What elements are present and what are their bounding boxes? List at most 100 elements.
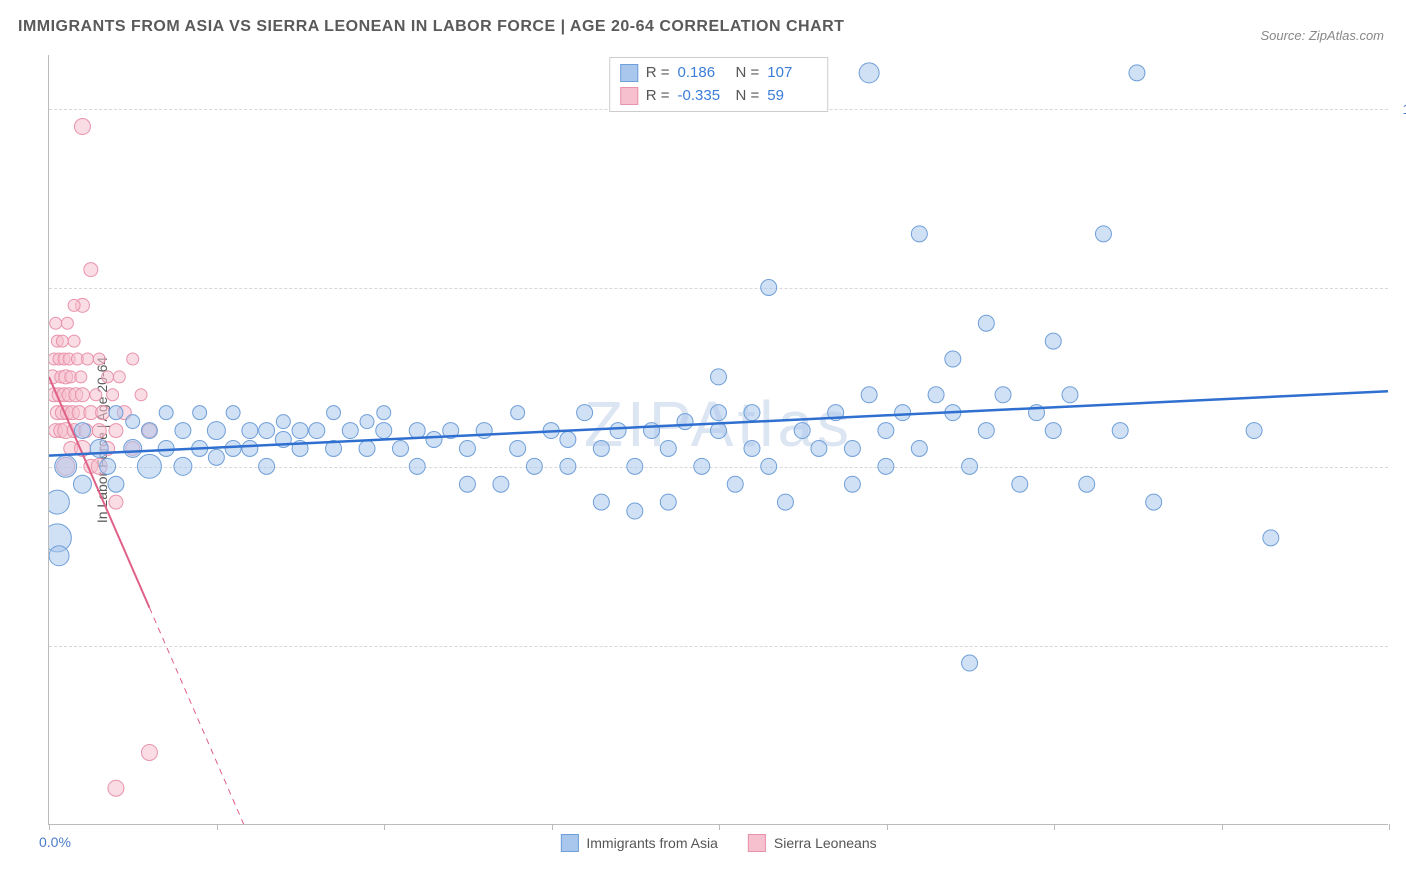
scatter-point xyxy=(878,423,894,439)
stats-swatch-pink xyxy=(620,87,638,105)
scatter-point xyxy=(794,423,810,439)
x-tick xyxy=(1222,824,1223,830)
scatter-point xyxy=(844,440,860,456)
scatter-point xyxy=(137,454,161,478)
scatter-point xyxy=(1129,65,1145,81)
legend-swatch-pink xyxy=(748,834,766,852)
scatter-point xyxy=(359,440,375,456)
scatter-point xyxy=(1246,423,1262,439)
scatter-point xyxy=(141,744,157,760)
scatter-point xyxy=(744,405,760,421)
y-tick-label: 80.0% xyxy=(1395,459,1406,475)
scatter-point xyxy=(995,387,1011,403)
legend-label-pink: Sierra Leoneans xyxy=(774,835,877,851)
scatter-point xyxy=(107,389,119,401)
scatter-point xyxy=(844,476,860,492)
scatter-point xyxy=(376,423,392,439)
scatter-point xyxy=(113,371,125,383)
scatter-point xyxy=(526,458,542,474)
x-tick xyxy=(552,824,553,830)
scatter-point xyxy=(109,406,123,420)
stats-swatch-blue xyxy=(620,64,638,82)
scatter-point xyxy=(928,387,944,403)
stats-box: R = 0.186 N = 107 R = -0.335 N = 59 xyxy=(609,57,829,112)
scatter-point xyxy=(124,439,142,457)
scatter-point xyxy=(50,317,62,329)
scatter-point xyxy=(1062,387,1078,403)
scatter-point xyxy=(61,317,73,329)
legend-label-blue: Immigrants from Asia xyxy=(586,835,717,851)
scatter-point xyxy=(1095,226,1111,242)
scatter-point xyxy=(978,315,994,331)
legend-item-blue: Immigrants from Asia xyxy=(560,834,717,852)
scatter-svg xyxy=(49,55,1388,824)
x-tick xyxy=(49,824,50,830)
source-label: Source: ZipAtlas.com xyxy=(1260,28,1384,43)
stats-n-blue: 107 xyxy=(767,62,817,85)
scatter-point xyxy=(560,432,576,448)
stats-n-label: N = xyxy=(736,62,760,85)
scatter-point xyxy=(459,440,475,456)
scatter-point xyxy=(242,423,258,439)
scatter-point xyxy=(242,440,258,456)
scatter-point xyxy=(108,780,124,796)
chart-title: IMMIGRANTS FROM ASIA VS SIERRA LEONEAN I… xyxy=(18,18,844,36)
scatter-point xyxy=(511,406,525,420)
plot-area: In Labor Force | Age 20-64 ZIPAtlas 0.0%… xyxy=(48,55,1388,825)
scatter-point xyxy=(392,440,408,456)
stats-row-blue: R = 0.186 N = 107 xyxy=(620,62,818,85)
scatter-point xyxy=(644,423,660,439)
scatter-point xyxy=(74,119,90,135)
scatter-point xyxy=(861,387,877,403)
scatter-point xyxy=(660,494,676,510)
scatter-point xyxy=(158,440,174,456)
stats-r-label2: R = xyxy=(646,85,670,108)
stats-n-label2: N = xyxy=(736,85,760,108)
scatter-point xyxy=(777,494,793,510)
scatter-point xyxy=(84,263,98,277)
scatter-point xyxy=(627,503,643,519)
x-tick xyxy=(1389,824,1390,830)
scatter-point xyxy=(560,458,576,474)
legend-item-pink: Sierra Leoneans xyxy=(748,834,877,852)
y-tick-label: 100.0% xyxy=(1395,101,1406,117)
scatter-point xyxy=(761,279,777,295)
x-tick xyxy=(719,824,720,830)
x-tick xyxy=(217,824,218,830)
scatter-point xyxy=(90,439,108,457)
scatter-point xyxy=(711,405,727,421)
scatter-point xyxy=(811,440,827,456)
scatter-point xyxy=(342,423,358,439)
scatter-point xyxy=(56,335,68,347)
scatter-point xyxy=(100,458,116,474)
scatter-point xyxy=(510,440,526,456)
scatter-point xyxy=(878,458,894,474)
scatter-point xyxy=(92,424,106,438)
scatter-point xyxy=(75,388,89,402)
scatter-point xyxy=(82,353,94,365)
scatter-point xyxy=(175,423,191,439)
scatter-point xyxy=(174,457,192,475)
scatter-point xyxy=(895,405,911,421)
scatter-point xyxy=(711,369,727,385)
stats-n-pink: 59 xyxy=(767,85,817,108)
scatter-point xyxy=(577,405,593,421)
scatter-point xyxy=(978,423,994,439)
x-origin-label: 0.0% xyxy=(39,834,71,850)
scatter-point xyxy=(859,63,879,83)
scatter-point xyxy=(226,406,240,420)
scatter-point xyxy=(73,475,91,493)
scatter-point xyxy=(409,458,425,474)
scatter-point xyxy=(292,423,308,439)
scatter-point xyxy=(55,455,77,477)
stats-row-pink: R = -0.335 N = 59 xyxy=(620,85,818,108)
scatter-point xyxy=(68,299,80,311)
scatter-point xyxy=(409,423,425,439)
scatter-point xyxy=(493,476,509,492)
scatter-point xyxy=(126,415,140,429)
legend-swatch-blue xyxy=(560,834,578,852)
y-tick-label: 70.0% xyxy=(1395,638,1406,654)
scatter-point xyxy=(962,655,978,671)
trend-line xyxy=(149,608,517,824)
scatter-point xyxy=(208,449,224,465)
